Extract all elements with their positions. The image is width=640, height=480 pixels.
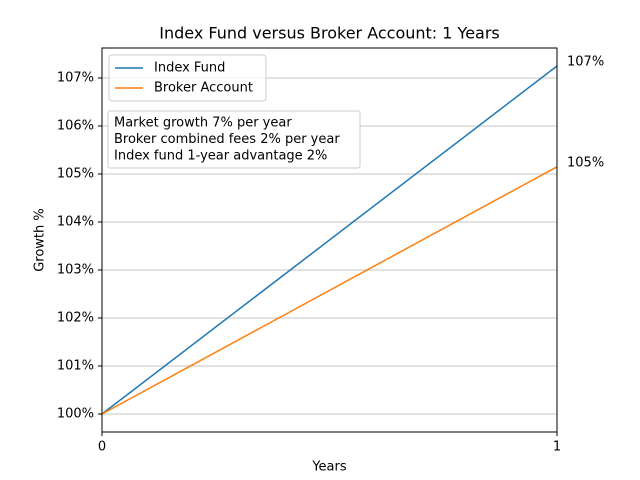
plot-area bbox=[101, 65, 558, 415]
annotation-line: Index fund 1-year advantage 2% bbox=[114, 149, 327, 164]
value-label: 105% bbox=[567, 155, 604, 170]
y-tick-label: 102% bbox=[57, 311, 94, 326]
y-axis-label: Growth % bbox=[33, 208, 48, 272]
y-tick-label: 100% bbox=[57, 407, 94, 422]
y-tick-label: 103% bbox=[57, 263, 94, 278]
legend-label: Broker Account bbox=[154, 81, 253, 96]
series-line bbox=[101, 65, 558, 415]
y-tick-label: 101% bbox=[57, 359, 94, 374]
y-tick-label: 106% bbox=[57, 119, 94, 134]
x-axis-label: Years bbox=[311, 460, 347, 475]
annotation-line: Market growth 7% per year bbox=[114, 116, 292, 131]
annotation-line: Broker combined fees 2% per year bbox=[114, 132, 340, 147]
x-tick-label: 1 bbox=[553, 440, 561, 455]
y-tick-label: 105% bbox=[57, 167, 94, 182]
legend-box bbox=[108, 54, 267, 102]
chart-title: Index Fund versus Broker Account: 1 Year… bbox=[159, 24, 500, 43]
axes-frame bbox=[101, 47, 558, 433]
legend-label: Index Fund bbox=[154, 61, 225, 76]
y-tick-label: 107% bbox=[57, 71, 94, 86]
annotation-box bbox=[107, 110, 361, 169]
y-tick-label: 104% bbox=[57, 215, 94, 230]
x-tick-label: 0 bbox=[98, 440, 106, 455]
value-label: 107% bbox=[567, 55, 604, 70]
series-line bbox=[101, 166, 558, 415]
